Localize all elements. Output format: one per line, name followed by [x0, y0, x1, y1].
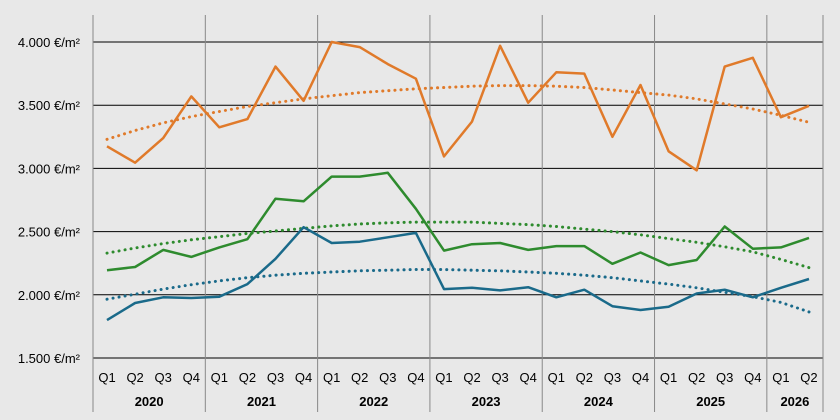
- year-label: 2025: [696, 394, 725, 409]
- x-tick-label: Q4: [632, 370, 649, 385]
- x-tick-label: Q3: [267, 370, 284, 385]
- x-tick-label: Q3: [716, 370, 733, 385]
- gridlines: [92, 15, 824, 412]
- x-tick-label: Q4: [744, 370, 761, 385]
- year-label: 2023: [472, 394, 501, 409]
- x-tick-label: Q4: [520, 370, 537, 385]
- x-tick-label: Q2: [800, 370, 817, 385]
- x-tick-label: Q2: [688, 370, 705, 385]
- x-tick-label: Q1: [548, 370, 565, 385]
- x-tick-label: Q1: [435, 370, 452, 385]
- x-tick-label: Q1: [323, 370, 340, 385]
- trendline-1: [105, 84, 811, 141]
- trendline-2: [105, 220, 811, 270]
- x-tick-label: Q4: [407, 370, 424, 385]
- year-label: 2024: [584, 394, 614, 409]
- year-label: 2022: [359, 394, 388, 409]
- y-tick-label: 2.500 €/m²: [18, 225, 81, 240]
- series-line-3: [106, 225, 810, 322]
- x-tick-label: Q4: [295, 370, 312, 385]
- trendline-3: [105, 268, 811, 314]
- year-label: 2020: [135, 394, 164, 409]
- x-tick-label: Q3: [379, 370, 396, 385]
- x-tick-label: Q2: [239, 370, 256, 385]
- y-tick-label: 1.500 €/m²: [18, 351, 81, 366]
- x-tick-label: Q2: [351, 370, 368, 385]
- x-tick-label: Q2: [576, 370, 593, 385]
- y-axis-ticks: 1.500 €/m² 2.000 €/m² 2.500 €/m² 3.000 €/m²…: [18, 35, 81, 366]
- x-tick-label: Q1: [98, 370, 115, 385]
- x-tick-label: Q3: [155, 370, 172, 385]
- x-tick-label: Q1: [660, 370, 677, 385]
- series-lines: [105, 40, 811, 322]
- y-tick-label: 3.000 €/m²: [18, 161, 81, 176]
- x-axis: Q1 Q2 Q3 Q4 Q1 Q2 Q3 Q4 Q1 Q2 Q3 Q4 Q1 Q2 Q3 Q4 Q1 Q2 Q3 Q4…: [98, 370, 817, 409]
- x-tick-label: Q1: [772, 370, 789, 385]
- y-tick-label: 2.000 €/m²: [18, 288, 81, 303]
- x-tick-label: Q2: [126, 370, 143, 385]
- series-line-2: [106, 171, 810, 272]
- x-tick-label: Q1: [211, 370, 228, 385]
- x-tick-label: Q3: [491, 370, 508, 385]
- year-label: 2021: [247, 394, 276, 409]
- y-tick-label: 3.500 €/m²: [18, 98, 81, 113]
- x-tick-label: Q3: [604, 370, 621, 385]
- series-line-1: [106, 40, 810, 172]
- x-tick-label: Q2: [463, 370, 480, 385]
- year-label: 2026: [780, 394, 809, 409]
- x-tick-label: Q4: [183, 370, 200, 385]
- y-tick-label: 4.000 €/m²: [18, 35, 81, 50]
